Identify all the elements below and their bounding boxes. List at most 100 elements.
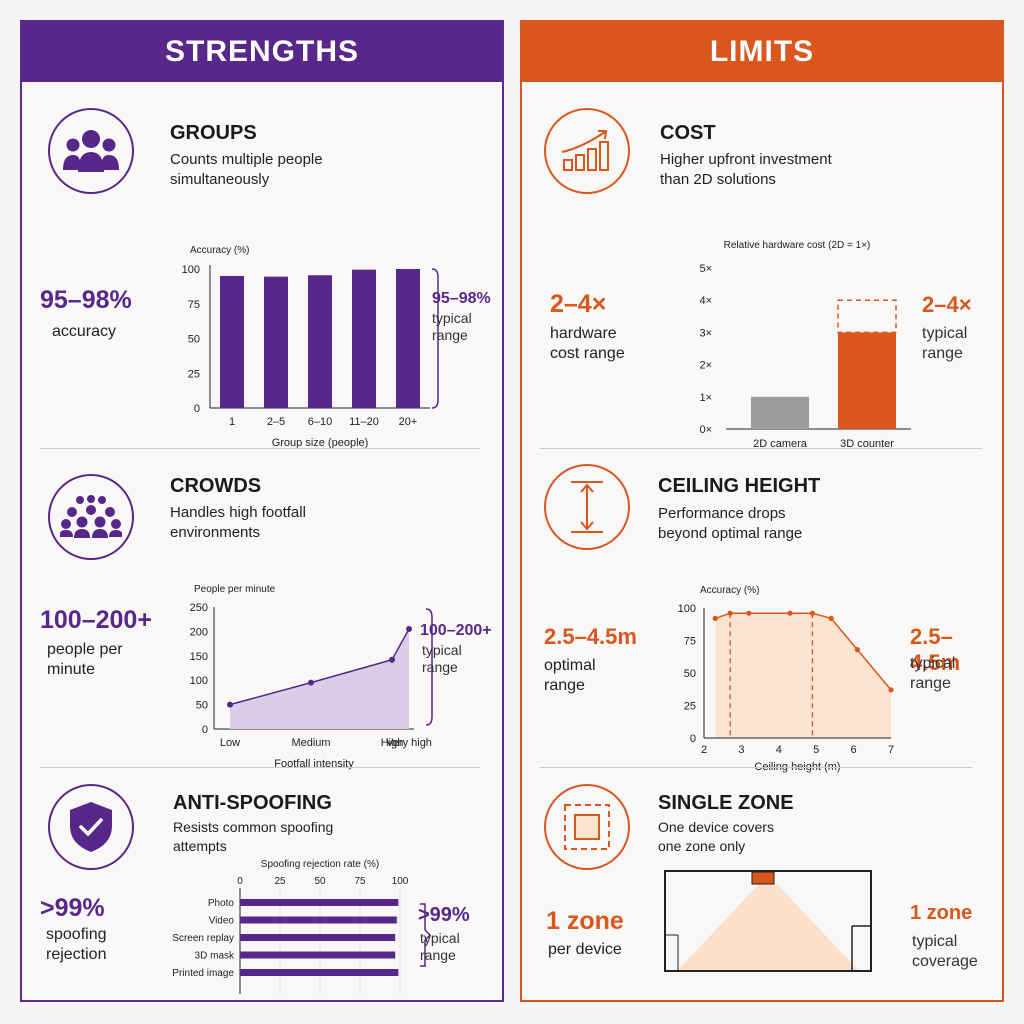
- antispoof-title: ANTI-SPOOFING: [173, 792, 332, 814]
- cost-y-tick: 0×: [699, 424, 712, 436]
- crowds-x-tick: Very high: [386, 737, 432, 749]
- ceiling-title: CEILING HEIGHT: [658, 475, 821, 497]
- groups-bar: [264, 276, 288, 408]
- crowds-x-tick: Medium: [291, 737, 330, 749]
- ceiling-range-caption: typical range: [910, 655, 956, 692]
- groups-bar: [308, 275, 332, 408]
- crowd-icon: [48, 474, 134, 560]
- crowds-x-tick: Low: [220, 737, 240, 749]
- ceiling-x-tick: 2: [701, 744, 707, 756]
- cost-hardware-chart: Relative hardware cost (2D = 1×) 0× 1× 2× 3×…: [699, 240, 911, 450]
- ceiling-point: [809, 610, 816, 616]
- cost-description: Higher upfront investment than 2D soluti…: [660, 151, 832, 188]
- antispoof-bar: [240, 951, 396, 959]
- crowds-throughput-chart: People per minute 0 50 100 150 200 250 Low Mediu…: [190, 584, 433, 770]
- antispoof-x-tick: 0: [237, 876, 243, 887]
- groups-big-caption: accuracy: [52, 323, 117, 340]
- ceiling-line: [714, 612, 892, 691]
- groups-range-caption: typical range: [432, 310, 472, 343]
- cost-y-tick: 1×: [699, 392, 712, 404]
- groups-y-tick: 75: [188, 299, 200, 311]
- crowds-point: [227, 701, 233, 708]
- ceiling-point: [746, 610, 752, 616]
- antispoof-range-caption: typical range: [420, 930, 460, 963]
- crowds-point: [308, 679, 314, 686]
- people-group-icon: [48, 108, 134, 194]
- cost-x-tick: 2D camera: [753, 438, 808, 450]
- cost-x-tick: 3D counter: [840, 438, 894, 450]
- ceiling-point: [787, 610, 793, 616]
- crowds-y-tick: 250: [190, 602, 208, 614]
- groups-y-tick: 0: [194, 403, 200, 415]
- antispoof-category-label: Printed image: [172, 968, 234, 979]
- antispoof-big-caption: spoofing rejection: [46, 926, 107, 963]
- shield-check-icon: [48, 784, 134, 870]
- ceiling-point: [854, 647, 860, 653]
- antispoof-category-label: Photo: [208, 898, 235, 909]
- groups-x-tick: 11–20: [349, 416, 379, 428]
- groups-bar: [220, 275, 244, 408]
- antispoof-x-tick: 50: [314, 876, 326, 887]
- cost-y-tick: 4×: [699, 295, 712, 307]
- crowds-point: [389, 656, 395, 663]
- ceiling-x-tick: 7: [888, 744, 894, 756]
- cost-bar: [838, 332, 896, 429]
- zone-coverage-cone: [678, 884, 858, 970]
- strengths-header: STRENGTHS: [22, 22, 502, 82]
- crowds-title: CROWDS: [170, 475, 262, 497]
- antispoof-big-value: >99%: [40, 894, 105, 922]
- cost-y-tick: 3×: [699, 327, 712, 339]
- height-arrow-icon: [544, 464, 630, 550]
- zone-title: SINGLE ZONE: [658, 792, 794, 814]
- groups-x-tick: 2–5: [267, 416, 285, 428]
- antispoof-category-label: Screen replay: [172, 933, 234, 944]
- groups-y-axis-label: Accuracy (%): [190, 245, 249, 256]
- crowds-range-caption: typical range: [422, 642, 462, 675]
- strengths-panel: STRENGTHS GROUPS Counts multiple people …: [20, 20, 504, 1002]
- crowds-big-caption: people per minute: [47, 641, 123, 678]
- rising-cost-chart-icon: [544, 108, 630, 194]
- limits-header: LIMITS: [522, 22, 1002, 82]
- ceiling-y-tick: 100: [678, 603, 696, 615]
- groups-bar: [396, 269, 420, 408]
- crowds-x-axis-label: Footfall intensity: [274, 758, 354, 770]
- cost-y-tick: 2×: [699, 360, 712, 372]
- antispoof-range-value: >99%: [418, 904, 470, 926]
- crowds-y-tick: 50: [196, 700, 208, 712]
- zone-range-caption: typical coverage: [912, 933, 978, 970]
- ceiling-y-tick: 75: [684, 636, 696, 648]
- ceiling-x-tick: 5: [813, 744, 819, 756]
- groups-title: GROUPS: [170, 122, 257, 144]
- zone-big-caption: per device: [548, 941, 622, 958]
- divider: [540, 767, 972, 768]
- crowds-point: [406, 625, 412, 632]
- crowds-y-tick: 150: [190, 651, 208, 663]
- zone-sensor: [751, 871, 775, 885]
- cost-range-caption: typical range: [922, 325, 968, 362]
- crowds-y-tick: 0: [202, 724, 208, 736]
- groups-x-tick: 20+: [399, 416, 418, 428]
- ceiling-point: [828, 615, 834, 621]
- limits-panel: LIMITS COST Higher upfront investment th…: [520, 20, 1004, 1002]
- groups-big-value: 95–98%: [40, 286, 132, 314]
- cost-range-outline: [837, 299, 897, 334]
- ceiling-y-axis-label: Accuracy (%): [700, 585, 759, 596]
- single-zone-icon: [544, 784, 630, 870]
- crowds-range-bracket: [425, 608, 433, 726]
- ceiling-point: [712, 615, 718, 621]
- groups-range-value: 95–98%: [432, 290, 491, 307]
- ceiling-big-caption: optimal range: [544, 657, 596, 694]
- zone-coverage-diagram: [664, 870, 872, 972]
- zone-room-outline: [664, 870, 872, 972]
- crowds-y-tick: 100: [190, 675, 208, 687]
- cost-title: COST: [660, 122, 716, 144]
- cost-range-value: 2–4×: [922, 292, 972, 317]
- ceiling-x-tick: 4: [776, 744, 782, 756]
- crowds-y-tick: 200: [190, 626, 208, 638]
- ceiling-y-tick: 25: [684, 701, 696, 713]
- ceiling-point: [727, 610, 733, 616]
- ceiling-area: [715, 613, 891, 738]
- antispoof-description: Resists common spoofing attempts: [173, 819, 334, 854]
- groups-description: Counts multiple people simultaneously: [170, 151, 323, 188]
